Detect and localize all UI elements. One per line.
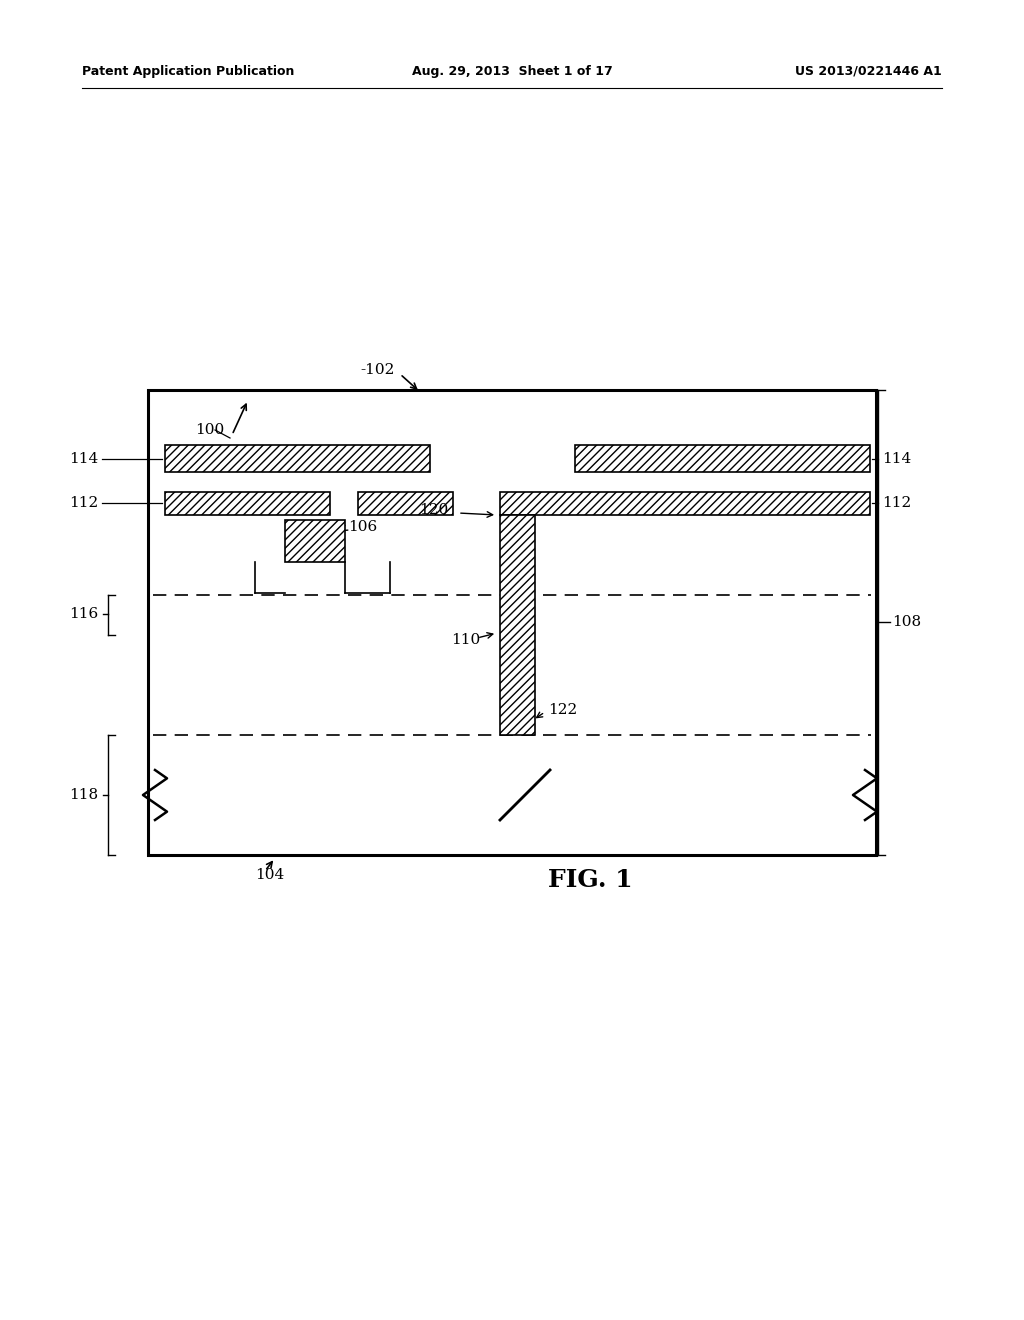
Bar — [358, 492, 453, 515]
Text: 112: 112 — [69, 496, 98, 510]
Text: 114: 114 — [882, 451, 911, 466]
Text: 120: 120 — [419, 503, 449, 517]
Text: 112: 112 — [882, 496, 911, 510]
Text: 100: 100 — [195, 422, 224, 437]
Text: 122: 122 — [548, 704, 578, 717]
Text: 118: 118 — [69, 788, 98, 803]
Text: Aug. 29, 2013  Sheet 1 of 17: Aug. 29, 2013 Sheet 1 of 17 — [412, 65, 612, 78]
Text: 116: 116 — [69, 607, 98, 620]
Text: US 2013/0221446 A1: US 2013/0221446 A1 — [796, 65, 942, 78]
Text: Patent Application Publication: Patent Application Publication — [82, 65, 294, 78]
Text: 114: 114 — [69, 451, 98, 466]
Text: 110: 110 — [451, 634, 480, 647]
Bar — [148, 389, 876, 855]
Bar — [575, 445, 870, 473]
Text: 108: 108 — [892, 615, 922, 630]
Bar — [285, 520, 345, 562]
Bar — [500, 492, 870, 515]
Bar — [165, 445, 430, 473]
Text: 106: 106 — [348, 520, 377, 535]
Text: -102: -102 — [360, 363, 394, 378]
Bar — [500, 515, 535, 735]
Text: FIG. 1: FIG. 1 — [548, 869, 632, 892]
Text: 104: 104 — [255, 869, 285, 882]
Bar — [165, 492, 330, 515]
